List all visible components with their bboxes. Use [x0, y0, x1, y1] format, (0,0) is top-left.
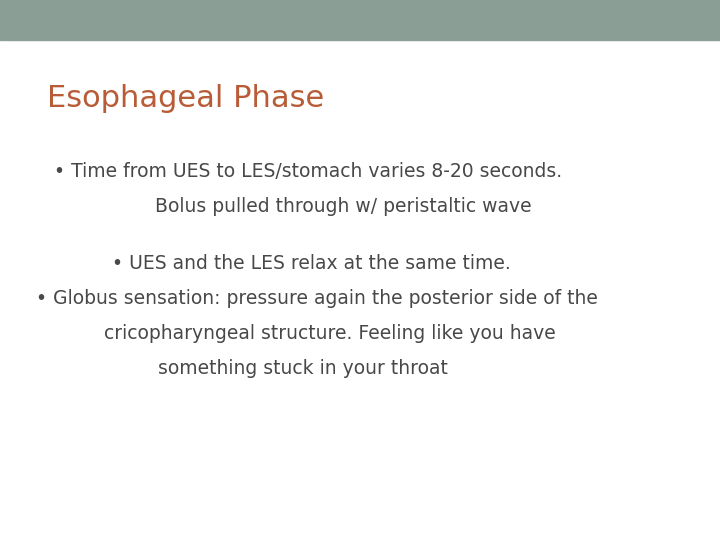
Text: • UES and the LES relax at the same time.: • UES and the LES relax at the same time…	[112, 254, 510, 273]
Text: • Time from UES to LES/stomach varies 8-20 seconds.: • Time from UES to LES/stomach varies 8-…	[54, 162, 562, 181]
Text: • Globus sensation: pressure again the posterior side of the: • Globus sensation: pressure again the p…	[36, 289, 598, 308]
Text: Esophageal Phase: Esophageal Phase	[47, 84, 324, 113]
Bar	[0, 0, 720, 40]
Text: cricopharyngeal structure. Feeling like you have: cricopharyngeal structure. Feeling like …	[104, 324, 556, 343]
Text: something stuck in your throat: something stuck in your throat	[158, 359, 449, 378]
Text: Bolus pulled through w/ peristaltic wave: Bolus pulled through w/ peristaltic wave	[155, 197, 531, 216]
